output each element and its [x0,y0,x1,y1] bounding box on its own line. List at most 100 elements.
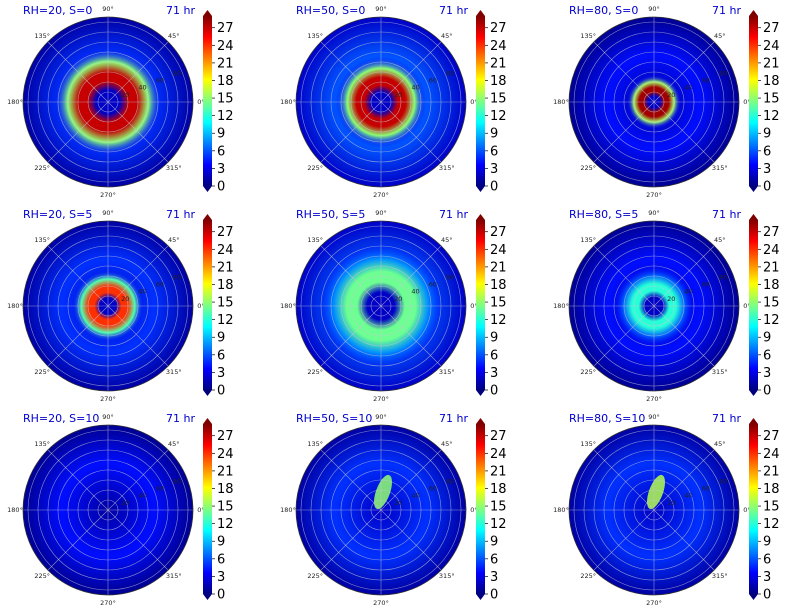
colorbar [749,424,758,594]
angle-tick-label: 0° [470,98,477,106]
colorbar-extend-min [203,594,212,600]
angle-tick-label: 135° [307,32,323,40]
angle-tick-label: 225° [580,572,596,580]
angle-tick-label: 315° [439,164,455,172]
colorbar-tick-label: 18 [490,74,507,89]
colorbar-tick-label: 27 [217,21,234,36]
angular-gridline [320,245,382,307]
colorbar-extend-min [476,186,485,192]
colorbar-tick-label: 18 [490,482,507,497]
colorbar-tick-label: 24 [490,39,507,54]
angle-tick-label: 45° [714,32,726,40]
colorbar-tick-label: 27 [490,429,507,444]
colorbar-tick-label: 27 [763,429,780,444]
angular-gridline [380,509,442,571]
angular-gridline [593,305,655,367]
angle-tick-label: 315° [166,368,182,376]
colorbar [476,424,485,594]
angle-tick-label: 90° [648,5,660,13]
colorbar-tick-label: 0 [217,588,225,603]
colorbar-tick-label: 0 [763,384,771,399]
angular-gridline [47,305,109,367]
colorbar-extend-max [749,10,758,16]
angle-tick-label: 315° [712,164,728,172]
colorbar-tick-label: 21 [490,260,507,275]
radial-tick-label: 20 [121,295,129,303]
colorbar-tick-label: 0 [490,384,498,399]
angular-gridline [47,509,109,571]
angular-gridline [653,41,715,103]
angle-tick-label: 270° [373,191,389,199]
polar-panel-6: 90°45°0°315°270°225°180°135°204060802724… [553,209,779,403]
angle-tick-label: 225° [307,164,323,172]
colorbar-tick-label: 27 [490,21,507,36]
panel-time-label: 71 hr [712,208,741,221]
angular-gridline [320,101,382,163]
colorbar-extend-min [749,390,758,396]
colorbar-extend-min [203,390,212,396]
colorbar [476,220,485,390]
colorbar-tick-label: 12 [217,517,234,532]
angle-tick-label: 90° [375,413,387,421]
colorbar-extend-min [476,594,485,600]
radial-tick-label: 40 [684,492,692,500]
colorbar-tick-label: 6 [490,348,498,363]
panel-title: RH=20, S=0 [23,4,93,17]
colorbar-tick-label: 3 [217,366,225,381]
angular-gridline [107,41,169,103]
colorbar-tick-label: 0 [763,180,771,195]
angular-gridline [653,449,715,511]
colorbar-tick-label: 9 [217,535,225,550]
radial-tick-label: 40 [411,492,419,500]
colorbar-tick-label: 9 [217,331,225,346]
colorbar-tick-label: 0 [490,588,498,603]
angular-gridline [380,245,442,307]
colorbar-tick-label: 6 [490,144,498,159]
colorbar-extend-min [203,186,212,192]
colorbar-tick-label: 0 [763,588,771,603]
polar-panel-4: 90°45°0°315°270°225°180°135°204060802724… [7,209,233,403]
colorbar-tick-label: 24 [217,39,234,54]
angle-tick-label: 0° [470,302,477,310]
polar-frame [295,220,467,392]
colorbar-tick-label: 21 [763,56,780,71]
colorbar-tick-label: 12 [763,109,780,124]
colorbar-tick-label: 21 [490,56,507,71]
colorbar-tick-label: 21 [490,464,507,479]
radial-tick-label: 80 [173,477,181,485]
radial-tick-label: 20 [121,91,129,99]
panel-time-label: 71 hr [439,4,468,17]
angle-tick-label: 135° [34,236,50,244]
colorbar-tick-label: 27 [217,429,234,444]
colorbar-tick-label: 12 [490,517,507,532]
colorbar-tick-label: 0 [217,384,225,399]
colorbar-tick-label: 15 [490,296,507,311]
colorbar-tick-label: 24 [490,243,507,258]
panel-title: RH=50, S=0 [296,4,366,17]
angular-gridline [320,449,382,511]
polar-panel-2: 90°45°0°315°270°225°180°135°204060802724… [280,5,506,199]
angular-gridline [380,41,442,103]
polar-frame [22,16,194,188]
angle-tick-label: 270° [100,599,116,607]
angle-tick-label: 45° [441,32,453,40]
radial-tick-label: 20 [667,91,675,99]
angle-tick-label: 90° [102,5,114,13]
polar-frame [22,220,194,392]
polar-frame [568,16,740,188]
angle-tick-label: 270° [373,599,389,607]
angle-tick-label: 180° [7,98,23,106]
radial-tick-label: 80 [173,69,181,77]
radial-tick-label: 80 [719,273,727,281]
angle-tick-label: 180° [553,98,569,106]
radial-tick-label: 80 [446,69,454,77]
angle-tick-label: 315° [712,368,728,376]
panel-title: RH=80, S=10 [569,412,646,425]
angle-tick-label: 225° [34,572,50,580]
angle-tick-label: 90° [648,413,660,421]
angular-gridline [47,101,109,163]
angle-tick-label: 45° [441,440,453,448]
radial-tick-label: 60 [156,281,164,289]
angular-gridline [653,509,715,571]
